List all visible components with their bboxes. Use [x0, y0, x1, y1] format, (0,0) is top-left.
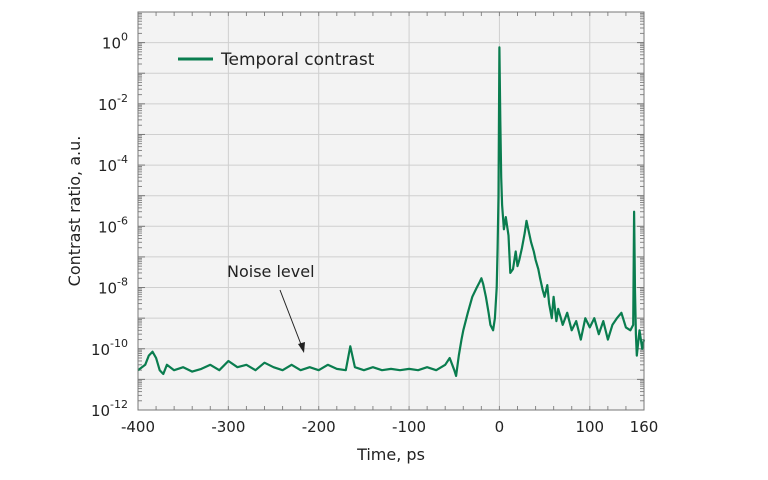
x-tick-label-6: 160	[630, 418, 659, 436]
x-tick-label-5: 100	[575, 418, 604, 436]
annotation-noise-level: Noise level	[227, 262, 315, 281]
plot-frame	[137, 11, 645, 411]
minor-ticks	[137, 12, 645, 410]
x-tick-labels: -400 -300 -200 -100 0 100 160	[121, 418, 658, 436]
annotation-arrowhead	[298, 342, 305, 353]
legend: Temporal contrast	[178, 50, 375, 70]
y-tick-label-6: 100	[102, 31, 128, 53]
y-tick-label-2: 10-8	[98, 276, 128, 298]
x-tick-label-3: -100	[392, 418, 426, 436]
y-axis-label: Contrast ratio, a.u.	[65, 136, 84, 287]
x-tick-label-0: -400	[121, 418, 155, 436]
y-tick-label-0: 10-12	[91, 398, 128, 420]
y-tick-label-3: 10-6	[98, 214, 128, 236]
annotation-arrow	[279, 289, 303, 348]
legend-label: Temporal contrast	[220, 50, 375, 70]
y-tick-label-4: 10-4	[98, 153, 128, 175]
noise-annotation: Noise level	[227, 262, 315, 353]
x-tick-label-4: 0	[495, 418, 505, 436]
y-tick-labels: 10-12 10-10 10-8 10-6 10-4 10-2 100	[91, 31, 128, 420]
series-line-temporal-contrast	[137, 46, 646, 377]
x-axis-label: Time, ps	[356, 445, 425, 464]
y-tick-label-1: 10-10	[91, 337, 128, 359]
plot-area	[138, 12, 644, 410]
y-tick-label-5: 10-2	[98, 92, 128, 114]
x-tick-label-2: -200	[302, 418, 336, 436]
x-tick-label-1: -300	[211, 418, 245, 436]
